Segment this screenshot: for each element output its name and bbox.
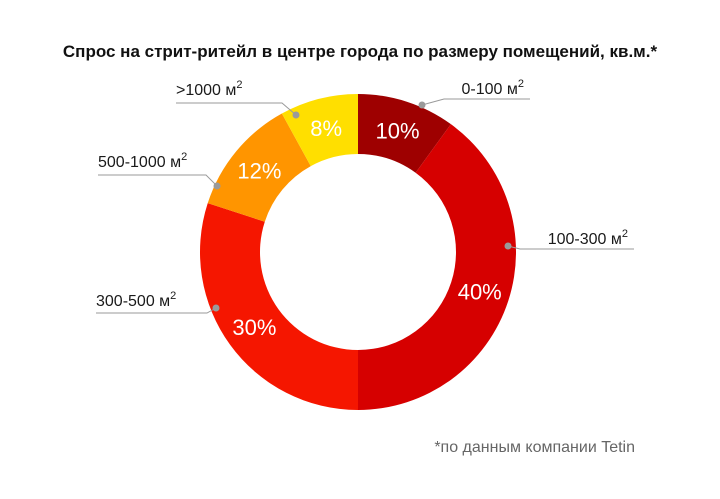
slice-percent-label: 40% [458, 280, 502, 305]
leader-line [176, 102, 297, 116]
slice-category-label: 0-100 м2 [462, 78, 525, 98]
slice-category-label: 500-1000 м2 [98, 151, 187, 171]
slice-percent-label: 10% [376, 118, 420, 143]
slice-percent-label: 8% [310, 116, 342, 141]
leader-line [507, 245, 634, 250]
category-labels-group: 0-100 м2 100-300 м2 300-500 м2 500-1000 м2 >… [96, 78, 628, 310]
slice-category-label: 100-300 м2 [548, 228, 628, 248]
leader-dot [213, 182, 221, 190]
donut-slice [281, 94, 358, 167]
leader-line [421, 98, 530, 106]
leader-line [98, 174, 218, 187]
donut-slice [200, 203, 358, 410]
leader-dot [292, 111, 300, 119]
slice-category-label: 300-500 м2 [96, 290, 176, 310]
donut-slice [358, 124, 517, 410]
leaders-group [96, 98, 634, 314]
footnote: *по данным компании Tetin [434, 439, 635, 456]
slices-group [200, 94, 517, 410]
chart-title: Спрос на стрит-ритейл в центре города по… [63, 42, 658, 61]
leader-dot [212, 304, 220, 312]
leader-dot [418, 101, 426, 109]
percent-labels-group: 10% 40% 30% 12% 8% [232, 116, 501, 340]
slice-category-label: >1000 м2 [176, 79, 243, 99]
slice-percent-label: 30% [232, 315, 276, 340]
slice-percent-label: 12% [237, 158, 281, 183]
leader-dot [504, 242, 512, 250]
donut-slice [207, 113, 311, 222]
donut-slice [358, 94, 451, 173]
